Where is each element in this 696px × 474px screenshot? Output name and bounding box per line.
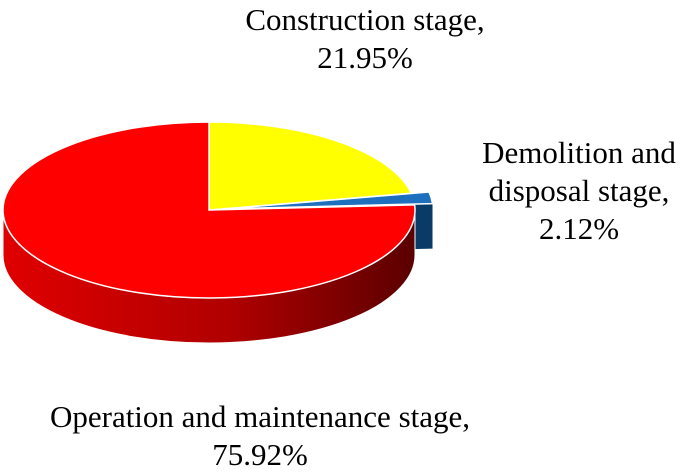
- slice-label-operation: Operation and maintenance stage, 75.92%: [0, 398, 520, 474]
- slice-label-demolition-name-line2: disposal stage,: [488, 173, 670, 208]
- slice-label-demolition-value: 2.12%: [538, 211, 620, 246]
- slice-operation: [2, 121, 416, 299]
- pie-slices: [2, 121, 434, 344]
- slice-label-construction-value: 21.95%: [317, 40, 413, 75]
- slice-label-construction: Construction stage, 21.95%: [200, 1, 530, 77]
- slice-label-demolition-name-line1: Demolition and: [482, 135, 676, 170]
- slice-construction: [208, 121, 413, 211]
- slice-demolition: [226, 191, 434, 210]
- slice-label-operation-value: 75.92%: [212, 437, 308, 472]
- slice-label-construction-name: Construction stage,: [245, 2, 485, 37]
- slice-label-operation-name: Operation and maintenance stage,: [49, 399, 471, 434]
- slice-label-demolition: Demolition and disposal stage, 2.12%: [462, 134, 696, 248]
